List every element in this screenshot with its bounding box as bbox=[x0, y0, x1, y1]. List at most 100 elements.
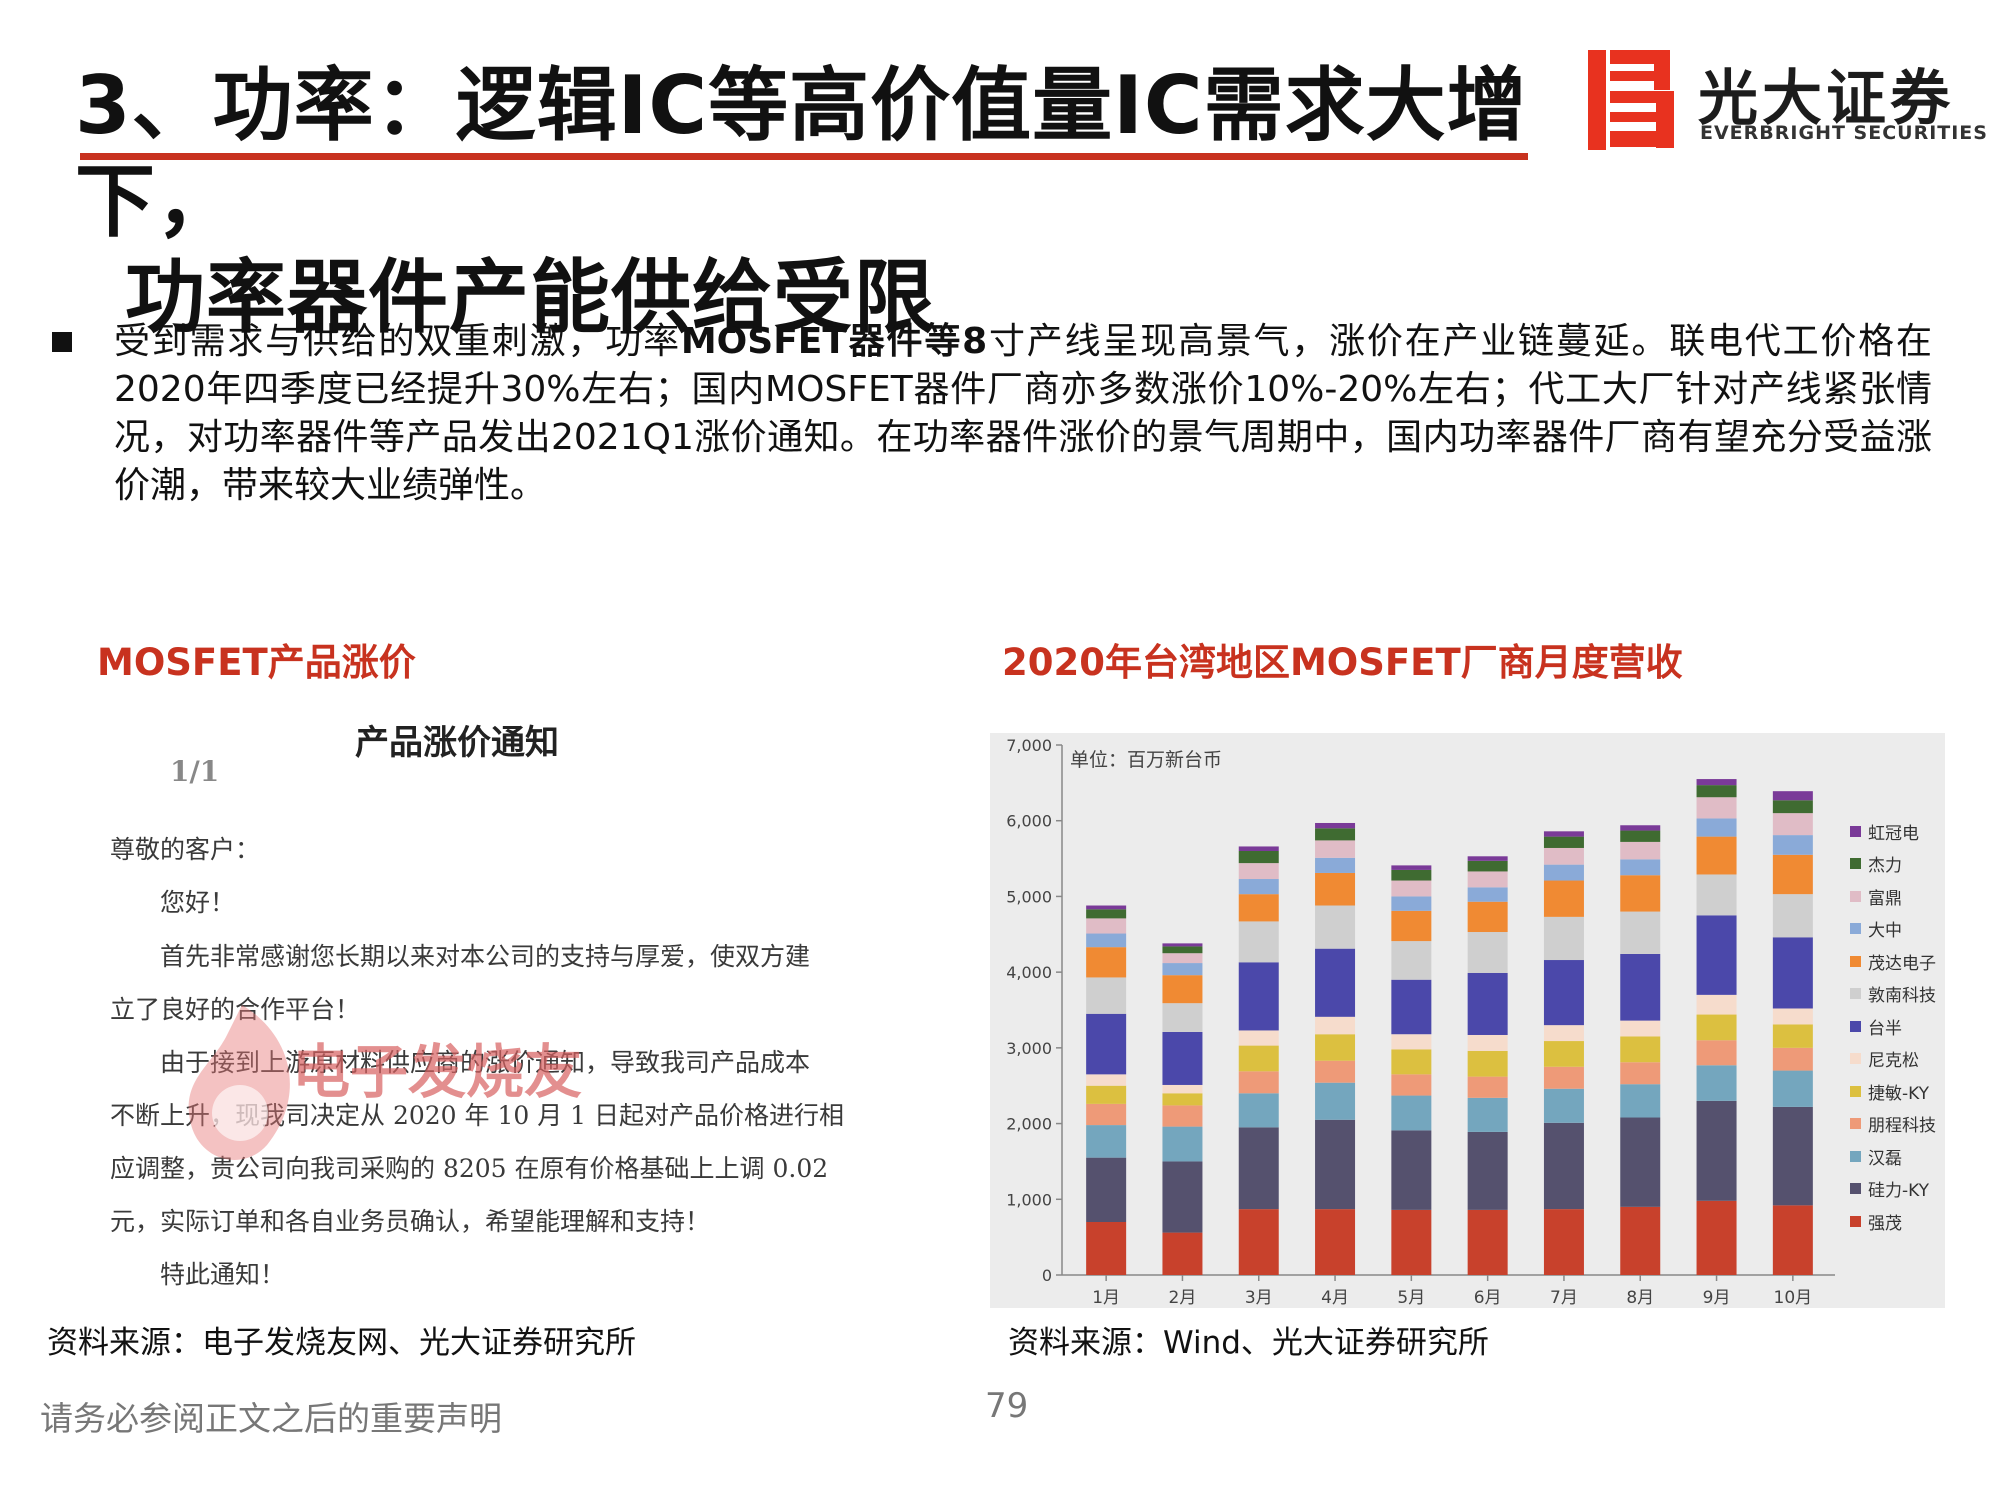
bar-segment bbox=[1467, 1131, 1508, 1210]
bar-segment bbox=[1543, 836, 1584, 848]
legend-item: 敦南科技 bbox=[1850, 978, 1940, 1011]
bar-segment bbox=[1696, 836, 1737, 875]
bar-segment bbox=[1620, 1036, 1661, 1063]
legend-item: 朋程科技 bbox=[1850, 1108, 1940, 1141]
bar-segment bbox=[1467, 871, 1508, 888]
bar-segment bbox=[1696, 994, 1737, 1015]
bar-segment bbox=[1162, 1105, 1203, 1127]
bar-segment bbox=[1238, 1093, 1279, 1128]
bar-segment bbox=[1315, 828, 1356, 841]
bar-segment bbox=[1162, 943, 1203, 947]
bar-segment bbox=[1620, 859, 1661, 876]
bar-segment bbox=[1696, 818, 1737, 837]
y-tick-label: 6,000 bbox=[1006, 812, 1052, 831]
bar-segment bbox=[1162, 1084, 1203, 1094]
bar-segment bbox=[1162, 1232, 1203, 1275]
bar-segment bbox=[1391, 1049, 1432, 1075]
x-tick-label: 10月 bbox=[1774, 1288, 1813, 1308]
bar-segment bbox=[1772, 1205, 1813, 1275]
bar-segment bbox=[1543, 831, 1584, 837]
legend-swatch bbox=[1850, 1020, 1861, 1032]
legend-swatch bbox=[1850, 1085, 1861, 1097]
bar-segment bbox=[1696, 779, 1737, 786]
bar-segment bbox=[1772, 800, 1813, 814]
bar-segment bbox=[1086, 918, 1127, 934]
summary-bold-mosfet: MOSFET bbox=[680, 321, 847, 362]
bar-segment bbox=[1772, 1070, 1813, 1107]
bar-segment bbox=[1772, 894, 1813, 938]
title-underline bbox=[80, 153, 1528, 160]
bar-segment bbox=[1467, 1097, 1508, 1132]
bar-segment bbox=[1620, 911, 1661, 954]
bar-segment bbox=[1315, 1209, 1356, 1275]
x-tick-label: 7月 bbox=[1550, 1288, 1578, 1308]
bar-segment bbox=[1543, 1041, 1584, 1067]
legend-label: 杰力 bbox=[1868, 856, 1902, 877]
bar-segment bbox=[1620, 830, 1661, 842]
logo-name-en: EVERBRIGHT SECURITIES bbox=[1700, 122, 1988, 144]
chart-canvas: 0 1,000 2,000 3,000 4,000 5,000 6,000 7,000 1月 2月… bbox=[1006, 736, 1835, 1308]
notice-line: 元，实际订单和各自业务员确认，希望能理解和支持！ bbox=[110, 1207, 711, 1236]
x-tick-label: 9月 bbox=[1703, 1288, 1731, 1308]
legend-swatch bbox=[1850, 1215, 1861, 1227]
bar-segment bbox=[1391, 979, 1432, 1035]
legend-item: 茂达电子 bbox=[1850, 945, 1940, 978]
legend-label: 强茂 bbox=[1868, 1213, 1902, 1234]
bar-segment bbox=[1086, 909, 1127, 919]
logo-stripe bbox=[1610, 112, 1664, 122]
summary-bullet: 受到需求与供给的双重刺激，功率MOSFET器件等8寸产线呈现高景气，涨价在产业链… bbox=[52, 318, 1932, 510]
bar-segment bbox=[1238, 846, 1279, 851]
x-tick-label: 5月 bbox=[1397, 1288, 1425, 1308]
bar-segment bbox=[1543, 1025, 1584, 1042]
bar-segment bbox=[1238, 1127, 1279, 1210]
bar-segment bbox=[1391, 896, 1432, 911]
x-tick-label: 3月 bbox=[1245, 1288, 1273, 1308]
bar-segment bbox=[1543, 960, 1584, 1026]
bar-segment bbox=[1315, 1119, 1356, 1210]
bar-segment bbox=[1238, 879, 1279, 895]
bar-segment bbox=[1086, 1074, 1127, 1086]
bar-segment bbox=[1696, 797, 1737, 819]
bar-segment bbox=[1772, 1047, 1813, 1071]
bar-segment bbox=[1543, 1088, 1584, 1123]
bar-segment bbox=[1162, 1161, 1203, 1233]
bar-segment bbox=[1315, 1082, 1356, 1120]
bar-segment bbox=[1620, 1206, 1661, 1275]
bar-segment bbox=[1543, 847, 1584, 865]
bar-segment bbox=[1162, 946, 1203, 954]
legend-item: 强茂 bbox=[1850, 1205, 1940, 1238]
footer-disclaimer: 请务必参阅正文之后的重要声明 bbox=[40, 1399, 502, 1438]
bar-segment bbox=[1238, 1045, 1279, 1072]
bar-segment bbox=[1467, 932, 1508, 973]
company-logo: 光大证券 EVERBRIGHT SECURITIES bbox=[1580, 46, 1987, 154]
bar-segment bbox=[1086, 933, 1127, 948]
bar-segment bbox=[1620, 1020, 1661, 1037]
bar-segment bbox=[1696, 1200, 1737, 1275]
bar-segment bbox=[1391, 1074, 1432, 1096]
bar-segment bbox=[1238, 921, 1279, 963]
bar-segment bbox=[1620, 841, 1661, 860]
bar-segment bbox=[1467, 972, 1508, 1035]
summary-bold-8: 8 bbox=[962, 321, 988, 362]
page-number: 79 bbox=[985, 1386, 1029, 1426]
legend-item: 台半 bbox=[1850, 1010, 1940, 1043]
bar-segment bbox=[1620, 1084, 1661, 1118]
bar-segment bbox=[1696, 1014, 1737, 1041]
y-tick-label: 5,000 bbox=[1006, 887, 1052, 906]
bar-segment bbox=[1543, 1122, 1584, 1210]
bar-segment bbox=[1315, 822, 1356, 829]
logo-stripe bbox=[1656, 98, 1674, 148]
legend-label: 敦南科技 bbox=[1868, 986, 1936, 1007]
legend-swatch bbox=[1850, 923, 1861, 935]
legend-swatch bbox=[1850, 988, 1861, 1000]
bar-segment bbox=[1315, 1034, 1356, 1061]
y-tick-label: 4,000 bbox=[1006, 963, 1052, 982]
bar-segment bbox=[1238, 863, 1279, 880]
bar-segment bbox=[1543, 1066, 1584, 1089]
x-tick-label: 4月 bbox=[1321, 1288, 1349, 1308]
bar-segment bbox=[1696, 1065, 1737, 1101]
bar-segment bbox=[1315, 857, 1356, 873]
bullet-square-icon bbox=[52, 332, 72, 352]
bar-segment bbox=[1086, 1085, 1127, 1104]
legend-label: 汉磊 bbox=[1868, 1148, 1902, 1169]
